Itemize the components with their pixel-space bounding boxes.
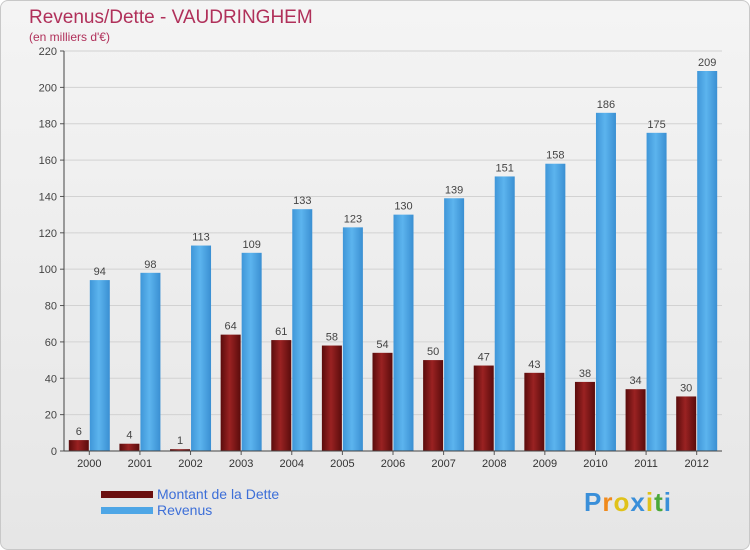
bar-debt bbox=[68, 440, 89, 451]
bar-revenus bbox=[595, 112, 616, 452]
bar-revenus bbox=[444, 198, 465, 451]
x-tick-label: 2011 bbox=[634, 458, 658, 470]
axes bbox=[63, 51, 722, 452]
data-label-revenus: 113 bbox=[192, 232, 210, 244]
bar-debt bbox=[170, 449, 191, 451]
bar-debt bbox=[473, 365, 494, 451]
y-tick-label: 200 bbox=[39, 82, 57, 94]
data-label-debt: 54 bbox=[376, 339, 388, 351]
data-label-debt: 47 bbox=[478, 352, 490, 364]
data-label-debt: 34 bbox=[629, 375, 641, 387]
x-tick-label: 2008 bbox=[482, 458, 506, 470]
x-tick-label: 2003 bbox=[229, 458, 253, 470]
proxiti-logo: Proxiti bbox=[584, 487, 672, 518]
data-label-debt: 58 bbox=[326, 332, 338, 344]
bar-debt bbox=[119, 443, 140, 451]
y-axis-ticks: 0 20 40 60 80 100 120 140 160 180 200 220 bbox=[39, 46, 64, 458]
data-label-debt: 43 bbox=[528, 359, 540, 371]
data-labels: 6 94 4 98 1 113 64 109 61 133 58 123 54 130 50 139 47 151… bbox=[76, 57, 717, 447]
data-label-revenus: 209 bbox=[698, 57, 716, 69]
y-tick-label: 60 bbox=[45, 337, 57, 349]
y-tick-label: 40 bbox=[45, 373, 57, 385]
logo-letter: i bbox=[663, 487, 672, 517]
data-label-debt: 6 bbox=[76, 426, 82, 438]
data-label-debt: 64 bbox=[225, 321, 237, 333]
bar-debt bbox=[321, 345, 342, 451]
y-tick-label: 220 bbox=[39, 46, 57, 58]
bar-debt bbox=[372, 352, 393, 451]
data-label-revenus: 151 bbox=[496, 162, 514, 174]
data-label-debt: 30 bbox=[680, 382, 692, 394]
data-label-revenus: 139 bbox=[445, 184, 463, 196]
grid-lines bbox=[64, 50, 722, 416]
bar-revenus bbox=[89, 280, 110, 451]
legend-swatch-revenus bbox=[101, 507, 153, 514]
bar-revenus bbox=[697, 71, 718, 451]
y-tick-label: 120 bbox=[39, 228, 57, 240]
logo-letter: x bbox=[630, 487, 646, 517]
bar-revenus bbox=[646, 132, 667, 451]
data-label-revenus: 175 bbox=[647, 119, 665, 131]
data-label-debt: 1 bbox=[177, 435, 183, 447]
bar-debt bbox=[625, 389, 646, 451]
bar-debt bbox=[676, 396, 697, 451]
y-tick-label: 140 bbox=[39, 191, 57, 203]
bar-debt bbox=[271, 340, 292, 451]
bar-debt bbox=[574, 381, 595, 451]
x-tick-label: 2000 bbox=[77, 458, 101, 470]
bar-debt bbox=[423, 360, 444, 451]
x-tick-label: 2004 bbox=[280, 458, 304, 470]
y-tick-label: 80 bbox=[45, 301, 57, 313]
bar-revenus bbox=[545, 163, 566, 451]
bar-debt bbox=[524, 372, 545, 451]
data-label-revenus: 98 bbox=[144, 259, 156, 271]
data-label-revenus: 109 bbox=[242, 239, 260, 251]
x-tick-label: 2006 bbox=[381, 458, 405, 470]
x-tick-label: 2012 bbox=[684, 458, 708, 470]
legend-swatch-debt bbox=[101, 491, 153, 498]
x-tick-label: 2010 bbox=[583, 458, 607, 470]
data-label-debt: 61 bbox=[275, 326, 287, 338]
data-label-debt: 4 bbox=[126, 430, 132, 442]
y-tick-label: 100 bbox=[39, 264, 57, 276]
data-label-revenus: 130 bbox=[394, 201, 412, 213]
chart-subtitle: (en milliers d'€) bbox=[29, 30, 110, 44]
bars bbox=[68, 71, 718, 452]
data-label-debt: 38 bbox=[579, 368, 591, 380]
x-axis-ticks: 2000 2001 2002 2003 2004 2005 2006 2007 2008 2009… bbox=[77, 451, 709, 470]
bar-revenus bbox=[140, 272, 161, 451]
logo-letter: i bbox=[645, 487, 655, 517]
data-label-revenus: 133 bbox=[293, 195, 311, 207]
data-label-revenus: 123 bbox=[344, 213, 362, 225]
bar-revenus bbox=[342, 227, 363, 451]
y-tick-label: 0 bbox=[51, 446, 57, 458]
x-tick-label: 2001 bbox=[128, 458, 152, 470]
logo-letter: o bbox=[613, 487, 631, 517]
x-tick-label: 2009 bbox=[533, 458, 557, 470]
data-label-revenus: 158 bbox=[546, 150, 564, 162]
legend-label-revenus: Revenus bbox=[157, 502, 213, 518]
x-tick-label: 2005 bbox=[330, 458, 354, 470]
x-tick-label: 2002 bbox=[178, 458, 202, 470]
legend-label-debt: Montant de la Dette bbox=[157, 486, 280, 502]
bar-revenus bbox=[494, 176, 515, 452]
data-label-revenus: 94 bbox=[94, 266, 106, 278]
logo-letter: t bbox=[654, 487, 664, 517]
logo-letter: r bbox=[602, 487, 614, 517]
bar-revenus bbox=[292, 209, 313, 451]
chart-title: Revenus/Dette - VAUDRINGHEM bbox=[29, 7, 313, 28]
bar-revenus bbox=[241, 252, 262, 451]
y-tick-label: 180 bbox=[39, 119, 57, 131]
data-label-debt: 50 bbox=[427, 346, 439, 358]
x-tick-label: 2007 bbox=[431, 458, 455, 470]
logo-letter: P bbox=[584, 487, 603, 517]
bar-revenus bbox=[191, 245, 212, 451]
bar-debt bbox=[220, 334, 241, 451]
bar-revenus bbox=[393, 214, 414, 451]
y-tick-label: 20 bbox=[45, 410, 57, 422]
y-tick-label: 160 bbox=[39, 155, 57, 167]
data-label-revenus: 186 bbox=[597, 99, 615, 111]
